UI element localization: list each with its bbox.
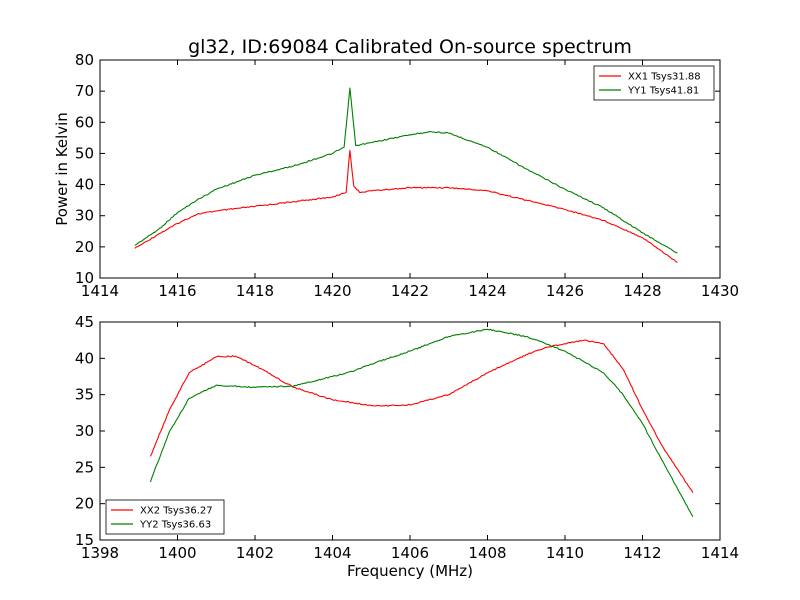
bottom-panel: 1398 1400 1402 1404 1406 1408 1410 1412 1414 15 20… (75, 313, 739, 562)
x-tick-label: 1398 (81, 544, 119, 562)
x-tick-label: 1414 (81, 282, 119, 300)
y-tick-label: 35 (75, 386, 94, 404)
y-tick-label: 80 (75, 51, 94, 69)
legend: XX2 Tsys36.27 YY2 Tsys36.63 (105, 499, 225, 535)
y-axis-label: Power in Kelvin (53, 112, 71, 226)
y-tick-label: 25 (75, 458, 94, 476)
x-tick-label: 1400 (158, 544, 196, 562)
y-tick-label: 20 (75, 495, 94, 513)
x-axis-label: Frequency (MHz) (347, 562, 473, 580)
x-tick-label: 1422 (391, 282, 429, 300)
legend-box (105, 499, 225, 535)
x-tick-label: 1410 (546, 544, 584, 562)
x-tick-label: 1402 (236, 544, 274, 562)
y-tick-label: 40 (75, 349, 94, 367)
y-tick-label: 15 (75, 531, 94, 549)
y-tick-label: 50 (75, 144, 94, 162)
x-tick-label: 1406 (391, 544, 429, 562)
x-tick-label: 1420 (313, 282, 351, 300)
y-tick-label: 30 (75, 207, 94, 225)
legend-label: XX2 Tsys36.27 (140, 506, 213, 517)
x-tick-label: 1428 (623, 282, 661, 300)
series-line-xx2 (149, 339, 694, 494)
y-tick-label: 70 (75, 82, 94, 100)
y-tick-label: 60 (75, 113, 94, 131)
legend: XX1 Tsys31.88 YY1 Tsys41.81 (593, 65, 715, 101)
top-panel: 1414 1416 1418 1420 1422 1424 1426 1428 1430 10 20… (75, 51, 739, 300)
series-line-yy1 (134, 87, 678, 254)
legend-label: XX1 Tsys31.88 (628, 72, 701, 83)
y-tick-label: 40 (75, 176, 94, 194)
x-tick-label: 1414 (701, 544, 739, 562)
y-tick-label: 30 (75, 422, 94, 440)
x-tick-label: 1430 (701, 282, 739, 300)
chart-title: gl32, ID:69084 Calibrated On-source spec… (188, 36, 632, 58)
y-tick-label: 20 (75, 238, 94, 256)
y-tick-label: 45 (75, 313, 94, 331)
series-line-xx1 (134, 149, 678, 263)
x-tick-label: 1404 (313, 544, 351, 562)
legend-label: YY2 Tsys36.63 (139, 520, 211, 531)
x-tick-label: 1416 (158, 282, 196, 300)
x-tick-label: 1418 (236, 282, 274, 300)
legend-box (593, 65, 715, 101)
y-tick-label: 10 (75, 269, 94, 287)
legend-label: YY1 Tsys41.81 (627, 86, 699, 97)
x-tick-label: 1426 (546, 282, 584, 300)
x-tick-label: 1412 (623, 544, 661, 562)
series-line-yy2 (149, 328, 694, 517)
x-tick-label: 1424 (468, 282, 506, 300)
x-tick-label: 1408 (468, 544, 506, 562)
